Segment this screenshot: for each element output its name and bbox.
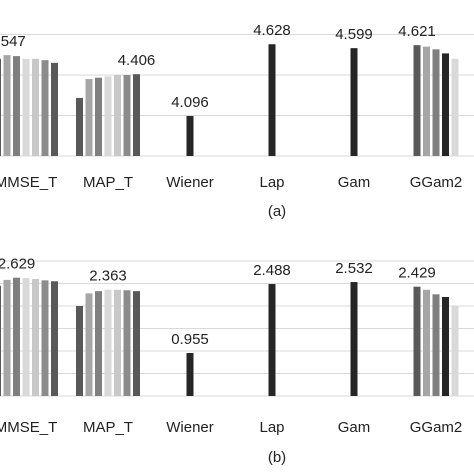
- bar: [432, 49, 440, 156]
- category-label: Wiener: [166, 174, 214, 191]
- data-label: 2.629: [0, 256, 35, 273]
- data-label: 2.363: [89, 268, 127, 285]
- data-label: 4.547: [0, 33, 26, 50]
- data-label: 2.488: [253, 262, 291, 279]
- category-label: MAP_T: [83, 419, 133, 436]
- bar: [350, 48, 358, 157]
- bar: [41, 280, 49, 396]
- data-label: 4.406: [118, 52, 156, 69]
- bar: [451, 306, 459, 396]
- data-label: 4.628: [253, 22, 291, 39]
- bar: [133, 74, 140, 156]
- bar: [423, 289, 430, 396]
- bar: [13, 56, 20, 156]
- bar: [76, 97, 83, 156]
- data-label: 4.096: [171, 94, 209, 111]
- bar: [186, 353, 194, 396]
- bar: [22, 58, 30, 156]
- caption: (a): [268, 203, 286, 220]
- bar: [451, 58, 459, 156]
- bar: [133, 291, 140, 396]
- data-label: 2.532: [335, 260, 373, 277]
- data-label: 4.599: [335, 26, 373, 43]
- data-label: 4.621: [398, 23, 436, 40]
- bar: [41, 60, 49, 156]
- bar: [85, 79, 93, 156]
- bar: [413, 45, 421, 156]
- bar: [85, 293, 93, 396]
- bar: [114, 75, 121, 156]
- bar: [186, 116, 194, 156]
- bar: [350, 282, 358, 396]
- bar: [51, 62, 58, 156]
- bar: [0, 285, 1, 396]
- bar: [442, 297, 449, 396]
- bar: [3, 279, 11, 396]
- bar: [432, 294, 440, 396]
- bar: [123, 290, 131, 396]
- bar: [423, 46, 430, 156]
- bar: [13, 277, 20, 396]
- category-label: Lap: [259, 419, 284, 436]
- category-label: Gam: [338, 419, 371, 436]
- bar: [413, 286, 421, 396]
- bar: [104, 76, 112, 156]
- category-label: Gam: [338, 174, 371, 191]
- bar: [0, 58, 1, 156]
- bar: [32, 279, 39, 396]
- bar: [32, 58, 39, 156]
- bar: [3, 55, 11, 156]
- category-label: MMSE_T: [0, 174, 57, 191]
- caption: (b): [268, 449, 286, 466]
- data-label: 2.429: [398, 265, 436, 282]
- bar: [76, 306, 83, 396]
- bar: [22, 278, 30, 396]
- bar: [442, 53, 449, 156]
- category-label: Lap: [259, 174, 284, 191]
- bar: [268, 44, 276, 156]
- category-label: GGam2: [410, 419, 463, 436]
- category-label: MMSE_T: [0, 419, 57, 436]
- bar: [114, 289, 121, 396]
- bar: [95, 77, 102, 156]
- bar: [104, 289, 112, 396]
- category-label: MAP_T: [83, 174, 133, 191]
- bar: [51, 281, 58, 396]
- data-label: 0.955: [171, 331, 209, 348]
- bar: [268, 284, 276, 396]
- category-label: GGam2: [410, 174, 463, 191]
- bar: [95, 291, 102, 396]
- category-label: Wiener: [166, 419, 214, 436]
- bar: [123, 75, 131, 156]
